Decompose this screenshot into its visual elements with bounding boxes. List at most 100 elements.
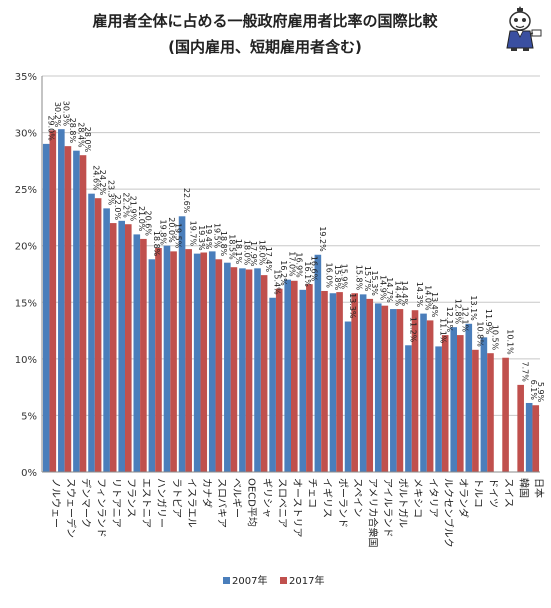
data-label: 12.8% [454,299,463,325]
data-label: 19.2% [318,226,327,252]
data-label: 11.2% [408,317,417,343]
data-label: 24.2% [98,170,107,196]
bar [73,150,80,472]
bar [396,309,404,472]
category-label: ポーランド [336,478,348,528]
data-label: 20.6% [143,211,152,237]
data-label: 15.8% [355,265,364,291]
data-label: 19.5% [212,223,221,249]
y-tick-label: 10% [15,355,37,366]
chart-title: 雇用者全体に占める一般政府雇用者比率の国際比較 [92,12,438,30]
legend-swatch-2007 [223,577,230,584]
bar [200,252,208,472]
data-label: 18.0% [258,240,267,266]
category-label: イギリス [321,478,333,518]
data-label: 6.1% [529,380,538,401]
data-label: 28.8% [68,118,77,144]
data-label: 17.4% [264,247,273,273]
data-label: 16.1% [303,261,312,287]
bar [275,288,283,472]
bars [42,129,540,473]
data-label: 22.6% [182,188,191,214]
data-label: 10.8% [475,321,484,347]
bar [457,335,464,472]
data-label: 23.3% [107,180,116,206]
bar [193,253,201,472]
bar [58,129,65,473]
data-label: 17.0% [288,251,297,277]
data-label: 14.3% [415,282,424,308]
category-label: ベルギー [231,478,243,518]
legend: 2007年 2017年 [223,574,324,587]
bar [321,290,328,472]
bar [284,279,291,472]
data-label: 18.8% [152,231,161,257]
category-label: ポルトガル [397,478,409,528]
bar [42,143,50,472]
y-tick-label: 5% [21,411,37,422]
bar [465,323,473,472]
bar [314,254,322,472]
bar [291,280,298,472]
category-label: スロバキア [216,478,228,528]
category-label: リトアニア [110,478,121,528]
data-label: 14.4% [393,281,402,307]
data-label: 16.0% [324,263,333,289]
data-label: 12.1% [460,307,469,333]
bar [79,155,87,472]
bar [224,262,231,472]
category-label: アメリカ合衆国 [366,478,379,548]
bar [374,303,382,472]
data-label: 28.4% [76,122,85,148]
bar [170,251,177,472]
bar [163,245,171,472]
bar [125,224,132,472]
bar [450,327,457,472]
data-label: 21.9% [128,196,137,222]
bar [49,130,57,472]
bar [185,249,192,472]
bar [299,289,307,472]
bar [245,269,253,472]
chart-subtitle: (国内雇用、短期雇用者含む) [168,38,362,56]
bar [525,402,533,472]
bar [64,146,72,473]
data-label: 16.2% [279,260,288,286]
bar [269,297,276,472]
category-label: エストニア [140,478,151,528]
data-label: 14.0% [424,285,433,311]
data-label: 16.9% [294,252,303,278]
data-label: 19.8% [158,220,167,246]
bar [133,234,141,472]
bar [381,305,389,472]
category-label: スウェーデン [65,478,78,538]
category-label: ノルウェー [50,478,62,528]
bar [344,321,352,472]
legend-swatch-2017 [280,577,287,584]
bar [336,292,343,472]
bar [366,298,374,472]
data-label: 7.7% [521,362,530,383]
data-label: 21.0% [137,206,146,232]
category-label: メキシコ [412,478,423,518]
bar [502,357,509,472]
category-label: オーストリア [291,478,303,538]
bar [94,198,102,473]
data-label: 19.3% [197,225,206,251]
bar [411,310,419,472]
bar [532,405,540,472]
bar [230,267,238,472]
category-label: フィンランド [95,478,107,538]
bar [148,259,156,472]
bar [435,346,442,472]
category-labels: ノルウェー スウェーデン デンマーク フィンランド リトアニア フランス エストニア ハンガリ… [50,478,546,548]
y-tick-label: 35% [15,72,37,83]
data-label: 5.9% [536,382,545,403]
bar [517,384,524,472]
category-label: 韓国 [517,478,529,498]
bar [390,309,397,472]
data-label: 18.5% [227,234,236,260]
data-label: 10.1% [506,329,515,355]
